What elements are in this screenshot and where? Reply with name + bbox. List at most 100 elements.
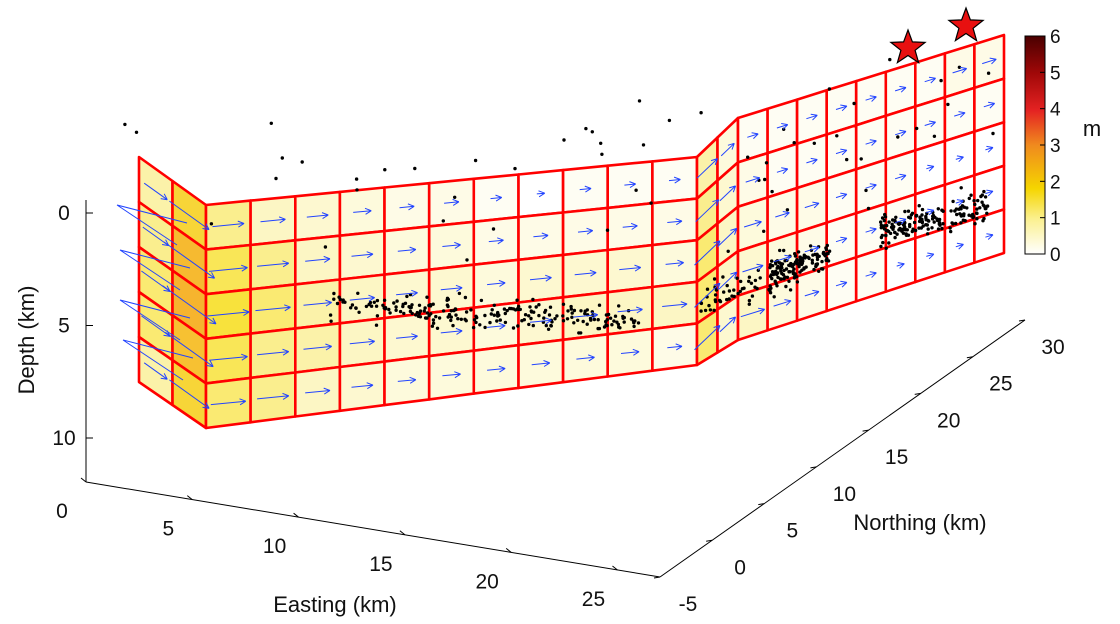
aftershock-point <box>795 280 800 284</box>
aftershock-point <box>896 135 900 139</box>
aftershock-point <box>961 218 965 222</box>
slip-vector <box>662 301 688 309</box>
aftershock-point <box>948 226 952 230</box>
colorbar-tick-label: 1 <box>1050 209 1061 230</box>
aftershock-point <box>827 87 832 91</box>
aftershock-point <box>565 317 570 321</box>
aftershock-point <box>940 226 944 231</box>
aftershock-point <box>954 221 958 226</box>
aftershock-point <box>727 297 731 301</box>
slip-vector <box>116 204 188 246</box>
aftershock-point <box>572 308 577 313</box>
slip-vector <box>169 379 210 409</box>
aftershock-point <box>885 223 889 228</box>
aftershock-point <box>722 290 726 294</box>
aftershock-point <box>864 188 868 193</box>
slip-vector <box>865 139 877 146</box>
aftershock-point <box>417 303 422 307</box>
northing-tick-mark <box>966 356 973 359</box>
aftershock-point <box>374 304 379 308</box>
aftershock-point <box>893 230 897 235</box>
aftershock-point <box>618 326 622 330</box>
aftershock-point <box>920 207 925 212</box>
slip-vector <box>579 185 592 193</box>
slip-vector <box>533 232 549 240</box>
aftershock-point <box>770 259 774 263</box>
aftershock-point <box>629 317 634 321</box>
aftershock-point <box>975 217 979 221</box>
aftershock-point <box>335 301 340 306</box>
aftershock-point <box>490 308 494 312</box>
aftershock-point <box>354 177 359 181</box>
aftershock-point <box>821 251 825 256</box>
aftershock-point <box>898 226 902 231</box>
slip-vector <box>619 264 642 272</box>
aftershock-point <box>914 213 919 218</box>
aftershock-point <box>513 166 517 171</box>
aftershock-point <box>888 57 892 62</box>
aftershock-point <box>435 326 440 330</box>
colorbar-tick-label: 0 <box>1050 245 1061 266</box>
northing-tick-label: 10 <box>833 483 856 506</box>
aftershock-point <box>712 308 716 312</box>
slip-vector <box>442 241 461 249</box>
aftershock-point <box>882 218 886 223</box>
aftershock-point <box>812 141 816 145</box>
aftershock-point <box>707 303 711 308</box>
aftershock-point <box>816 254 820 258</box>
aftershock-point <box>780 271 784 276</box>
northing-tick-label: -5 <box>679 593 698 616</box>
aftershock-point <box>901 227 905 232</box>
aftershock-point <box>746 155 750 159</box>
aftershock-point <box>474 314 478 318</box>
aftershock-point <box>425 295 429 299</box>
slip-vector <box>122 339 194 381</box>
aftershock-point <box>381 303 385 307</box>
aftershock-point <box>667 118 672 123</box>
fault-segment-4 <box>736 33 1006 342</box>
aftershock-point <box>926 232 930 236</box>
aftershock-point <box>893 235 897 240</box>
aftershock-point <box>546 327 551 331</box>
northing-tick-mark <box>706 539 713 542</box>
aftershock-point <box>969 193 973 197</box>
aftershock-point <box>429 312 433 316</box>
slip-vector <box>982 57 997 65</box>
aftershock-point <box>712 277 717 281</box>
slip-vector <box>720 142 735 157</box>
aftershock-point <box>959 221 963 225</box>
aftershock-point <box>918 217 923 221</box>
aftershock-point <box>516 324 520 328</box>
slip-vector <box>835 104 848 112</box>
aftershock-point <box>879 220 883 224</box>
aftershock-point <box>405 294 409 299</box>
slip-vector <box>985 189 994 197</box>
aftershock-point <box>431 321 436 325</box>
slip-vector <box>351 251 374 259</box>
slip-vector <box>487 279 506 287</box>
slip-vector <box>210 398 247 406</box>
aftershock-point <box>985 211 989 215</box>
aftershock-point <box>456 317 460 321</box>
depth-tick-label: 10 <box>52 427 75 450</box>
aftershock-point <box>906 233 911 237</box>
slip-vector <box>536 190 546 198</box>
aftershock-point <box>779 277 783 281</box>
northing-tick-mark <box>810 466 817 469</box>
aftershock-point <box>437 316 442 320</box>
aftershock-point <box>537 313 541 318</box>
aftershock-point <box>537 303 541 307</box>
aftershock-point <box>852 101 856 106</box>
slip-vector <box>773 299 792 307</box>
aftershock-point <box>585 308 589 312</box>
easting-tick-mark <box>186 495 193 500</box>
aftershock-point <box>350 303 355 307</box>
slip-vector <box>740 307 766 318</box>
easting-axis-label: Easting (km) <box>273 592 396 617</box>
northing-tick-mark <box>1018 319 1026 322</box>
aftershock-point <box>974 211 979 215</box>
aftershock-point <box>917 226 921 230</box>
aftershock-point <box>463 295 468 300</box>
aftershock-point <box>134 130 139 134</box>
aftershock-point <box>967 196 971 201</box>
